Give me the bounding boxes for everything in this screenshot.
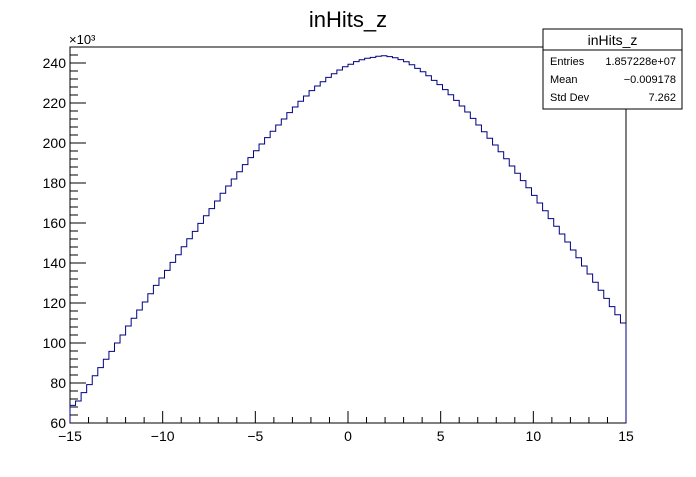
stats-entries-value: 1.857228e+07 [605, 56, 676, 68]
x-tick-label: 15 [618, 428, 634, 444]
y-tick-label: 240 [43, 55, 67, 71]
x-tick-label: −10 [151, 428, 175, 444]
x-tick-label: 0 [344, 428, 352, 444]
stats-mean-label: Mean [550, 74, 578, 86]
x-tick-label: −15 [58, 428, 82, 444]
histogram-series-line [69, 55, 627, 423]
stats-stddev-value: 7.262 [648, 92, 676, 104]
y-axis: 60 80 100 120 140 160 180 200 220 240 [43, 46, 86, 431]
y-tick-label: 200 [43, 135, 67, 151]
x-tick-label: −5 [247, 428, 263, 444]
stats-box: inHits_z Entries 1.857228e+07 Mean −0.00… [542, 28, 683, 110]
stats-entries-label: Entries [550, 56, 585, 68]
x-axis: −15 −10 −5 0 5 10 15 [58, 411, 634, 444]
y-tick-label: 80 [50, 375, 66, 391]
stats-box-title: inHits_z [588, 32, 638, 48]
y-tick-label: 180 [43, 175, 67, 191]
x-tick-label: 10 [526, 428, 542, 444]
chart-title: inHits_z [309, 7, 387, 32]
y-tick-label: 60 [50, 415, 66, 431]
y-axis-multiplier: ×10³ [69, 32, 96, 47]
stats-mean-value: −0.009178 [624, 74, 676, 86]
y-tick-label: 140 [43, 255, 67, 271]
y-tick-label: 100 [43, 335, 67, 351]
x-tick-label: 5 [437, 428, 445, 444]
y-tick-label: 120 [43, 295, 67, 311]
y-tick-label: 220 [43, 95, 67, 111]
y-tick-label: 160 [43, 215, 67, 231]
stats-box-frame [542, 28, 683, 110]
stats-stddev-label: Std Dev [550, 92, 590, 104]
